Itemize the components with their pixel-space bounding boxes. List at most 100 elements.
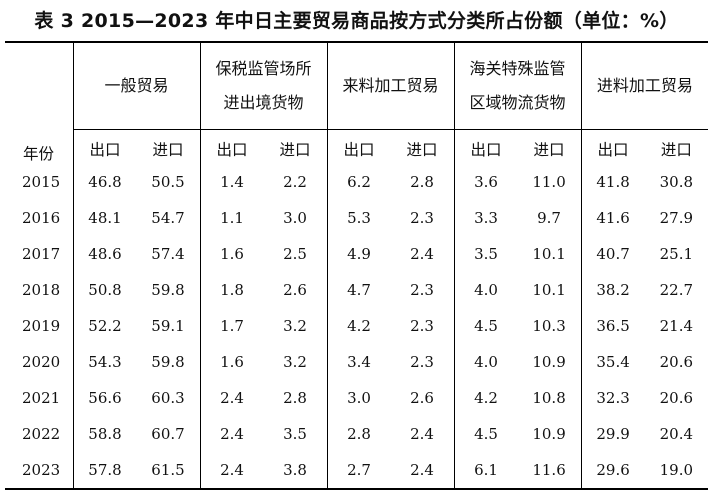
year-cell: 2022 — [22, 425, 61, 443]
table-row: 2016 48.1 54.7 1.1 3.0 5.3 2.3 3.3 9.7 41.6 27.9 — [5, 200, 708, 236]
export-value-cell: 1.7 — [199, 308, 264, 344]
group-header-line1: 一般贸易 — [104, 76, 169, 95]
export-value-cell: 2.8 — [326, 416, 391, 452]
table-caption: 表 3 2015—2023 年中日主要贸易商品按方式分类所占份额（单位：%） — [34, 10, 679, 32]
import-value-cell: 10.9 — [532, 353, 566, 371]
import-value-cell: 59.8 — [151, 281, 185, 299]
export-value-cell: 41.8 — [580, 164, 645, 200]
export-value-cell: 2.4 — [199, 380, 264, 416]
import-value-cell: 10.1 — [532, 245, 566, 263]
import-value-cell: 11.0 — [532, 173, 566, 191]
export-value-cell: 58.8 — [72, 416, 137, 452]
export-value-cell: 38.2 — [580, 272, 645, 308]
table-row: 2019 52.2 59.1 1.7 3.2 4.2 2.3 4.5 10.3 36.5 21.4 — [5, 308, 708, 344]
import-value-cell: 19.0 — [659, 461, 694, 479]
import-header: 进口 — [660, 141, 692, 159]
export-value-cell: 46.8 — [72, 164, 137, 200]
group-header-general-trade: 一般贸易 — [72, 42, 201, 130]
export-value-cell: 54.3 — [72, 344, 137, 380]
year-cell: 2023 — [22, 461, 61, 479]
table-body: 2015 46.8 50.5 1.4 2.2 6.2 2.8 3.6 11.0 41.8 30.8 2… — [5, 164, 709, 489]
year-cell: 2015 — [22, 173, 61, 191]
import-value-cell: 20.6 — [659, 389, 694, 407]
export-value-cell: 1.6 — [199, 344, 264, 380]
import-value-cell: 20.6 — [659, 353, 694, 371]
year-cell: 2019 — [22, 317, 61, 335]
export-value-cell: 35.4 — [580, 344, 645, 380]
export-value-cell: 4.9 — [326, 236, 391, 272]
import-value-cell: 60.3 — [151, 389, 185, 407]
group-header-processing-supplied-materials: 来料加工贸易 — [326, 42, 455, 130]
group-header-line2: 区域物流货物 — [469, 93, 566, 112]
group-header-special-customs-zone: 海关特殊监管 区域物流货物 — [453, 42, 582, 130]
import-value-cell: 59.1 — [151, 317, 185, 335]
export-value-cell: 29.9 — [580, 416, 645, 452]
export-value-cell: 1.4 — [199, 164, 264, 200]
export-value-cell: 4.5 — [453, 308, 518, 344]
import-value-cell: 50.5 — [151, 173, 185, 191]
export-value-cell: 32.3 — [580, 380, 645, 416]
import-value-cell: 3.2 — [283, 353, 307, 371]
table-row: 2020 54.3 59.8 1.6 3.2 3.4 2.3 4.0 10.9 35.4 20.6 — [5, 344, 708, 380]
export-value-cell: 5.3 — [326, 200, 391, 236]
export-value-cell: 3.0 — [326, 380, 391, 416]
export-value-cell: 3.5 — [453, 236, 518, 272]
import-value-cell: 27.9 — [659, 209, 694, 227]
group-header-line1: 海关特殊监管 — [469, 59, 566, 78]
export-header: 出口 — [199, 129, 264, 164]
year-cell: 2017 — [22, 245, 61, 263]
year-column-header: 年份 — [23, 145, 55, 163]
import-header: 进口 — [279, 141, 311, 159]
import-value-cell: 2.8 — [410, 173, 434, 191]
group-header-line1: 保税监管场所 — [215, 59, 312, 78]
group-header-line1: 进料加工贸易 — [596, 76, 693, 95]
import-value-cell: 2.4 — [410, 245, 434, 263]
export-value-cell: 2.4 — [199, 452, 264, 489]
import-value-cell: 2.5 — [283, 245, 307, 263]
import-value-cell: 59.8 — [151, 353, 185, 371]
import-value-cell: 3.8 — [283, 461, 307, 479]
export-value-cell: 50.8 — [72, 272, 137, 308]
trade-share-table: 年份 一般贸易 保税监管场所 进出境货物 来料加工贸易 海关特殊监管 区域物流货… — [5, 41, 709, 490]
export-value-cell: 4.0 — [453, 272, 518, 308]
export-value-cell: 56.6 — [72, 380, 137, 416]
year-cell: 2020 — [22, 353, 61, 371]
export-value-cell: 4.5 — [453, 416, 518, 452]
import-value-cell: 2.6 — [410, 389, 434, 407]
export-value-cell: 6.1 — [453, 452, 518, 489]
import-header: 进口 — [406, 141, 438, 159]
export-value-cell: 48.1 — [72, 200, 137, 236]
import-value-cell: 60.7 — [151, 425, 185, 443]
export-header: 出口 — [326, 129, 391, 164]
import-value-cell: 30.8 — [659, 173, 694, 191]
export-value-cell: 2.7 — [326, 452, 391, 489]
export-value-cell: 4.2 — [326, 308, 391, 344]
table-row: 2015 46.8 50.5 1.4 2.2 6.2 2.8 3.6 11.0 41.8 30.8 — [5, 164, 708, 200]
export-value-cell: 41.6 — [580, 200, 645, 236]
table-row: 2023 57.8 61.5 2.4 3.8 2.7 2.4 6.1 11.6 29.6 19.0 — [5, 452, 709, 489]
export-value-cell: 48.6 — [72, 236, 137, 272]
group-header-processing-imported-materials: 进料加工贸易 — [580, 42, 709, 130]
import-value-cell: 2.8 — [283, 389, 307, 407]
import-value-cell: 57.4 — [151, 245, 185, 263]
import-value-cell: 9.7 — [537, 209, 561, 227]
group-header-line1: 来料加工贸易 — [342, 76, 439, 95]
import-value-cell: 2.4 — [410, 461, 434, 479]
import-value-cell: 10.9 — [532, 425, 566, 443]
export-value-cell: 29.6 — [580, 452, 645, 489]
export-value-cell: 1.8 — [199, 272, 264, 308]
export-value-cell: 40.7 — [580, 236, 645, 272]
import-value-cell: 10.8 — [532, 389, 566, 407]
export-header: 出口 — [453, 129, 518, 164]
export-header: 出口 — [72, 129, 137, 164]
export-header: 出口 — [580, 129, 645, 164]
export-value-cell: 3.3 — [453, 200, 518, 236]
table-row: 2018 50.8 59.8 1.8 2.6 4.7 2.3 4.0 10.1 38.2 22.7 — [5, 272, 708, 308]
import-value-cell: 10.1 — [532, 281, 566, 299]
year-cell: 2016 — [22, 209, 61, 227]
export-value-cell: 4.7 — [326, 272, 391, 308]
import-value-cell: 2.2 — [283, 173, 307, 191]
import-value-cell: 2.3 — [410, 317, 434, 335]
import-value-cell: 22.7 — [659, 281, 694, 299]
import-value-cell: 3.0 — [283, 209, 307, 227]
